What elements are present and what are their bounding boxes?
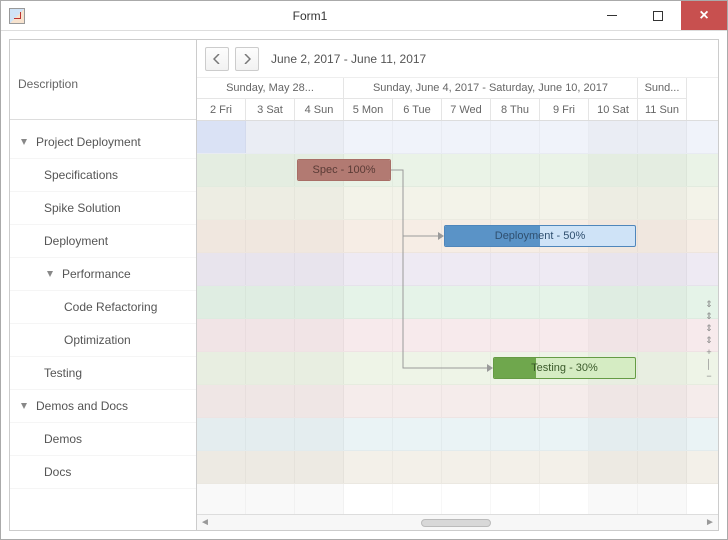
- tree-row[interactable]: Docs: [10, 456, 196, 489]
- expander-icon[interactable]: [44, 268, 56, 280]
- header-group: Sunday, May 28...: [197, 78, 344, 99]
- tree-row[interactable]: Demos and Docs: [10, 390, 196, 423]
- header-day: 6 Tue: [393, 99, 442, 120]
- gantt-task[interactable]: Deployment - 50%: [444, 225, 636, 247]
- header-group: Sunday, June 4, 2017 - Saturday, June 10…: [344, 78, 638, 99]
- tree-row[interactable]: Demos: [10, 423, 196, 456]
- grid-row: [197, 385, 718, 418]
- description-panel: Description Project Deployment Specificat…: [9, 39, 197, 531]
- gantt-panel: June 2, 2017 - June 11, 2017 Sunday, May…: [196, 39, 719, 531]
- tree-label: Demos and Docs: [36, 399, 128, 413]
- expander-icon[interactable]: [18, 136, 30, 148]
- header-day: 4 Sun: [295, 99, 344, 120]
- header-day: 7 Wed: [442, 99, 491, 120]
- zoom-control[interactable]: ⇕ ⇕ ⇕ ⇕ + │ −: [702, 300, 716, 381]
- header-day: 8 Thu: [491, 99, 540, 120]
- task-label: Deployment - 50%: [445, 230, 635, 242]
- tree-row[interactable]: Project Deployment: [10, 126, 196, 159]
- maximize-button[interactable]: [635, 1, 681, 30]
- task-tree: Project Deployment Specifications Spike So…: [10, 120, 196, 530]
- window-controls: ×: [589, 1, 727, 30]
- expander-icon[interactable]: [18, 400, 30, 412]
- header-day: 11 Sun: [638, 99, 687, 120]
- header-group: Sund...: [638, 78, 687, 99]
- description-header: Description: [10, 40, 196, 120]
- tree-row[interactable]: Performance: [10, 258, 196, 291]
- horizontal-scrollbar[interactable]: ◄ ►: [197, 514, 718, 530]
- gantt-nav: June 2, 2017 - June 11, 2017: [197, 40, 718, 78]
- header-day: 9 Fri: [540, 99, 589, 120]
- tree-label: Spike Solution: [44, 201, 121, 215]
- close-button[interactable]: ×: [681, 1, 727, 30]
- chevron-left-icon: [213, 54, 221, 64]
- window: Form1 × Description Project Deployment Sp…: [0, 0, 728, 540]
- window-title: Form1: [31, 9, 589, 23]
- date-range: June 2, 2017 - June 11, 2017: [271, 52, 426, 66]
- gantt-task[interactable]: Spec - 100%: [297, 159, 391, 181]
- chevron-right-icon: [243, 54, 251, 64]
- zoom-tick-icon: ⇕: [705, 336, 713, 345]
- gantt-grid[interactable]: Spec - 100% Deployment - 50% Testing - 30%: [197, 121, 718, 514]
- header-day: 5 Mon: [344, 99, 393, 120]
- header-day: 10 Sat: [589, 99, 638, 120]
- zoom-out-icon[interactable]: −: [706, 372, 711, 381]
- scroll-left-icon[interactable]: ◄: [197, 517, 213, 528]
- zoom-tick-icon: ⇕: [705, 312, 713, 321]
- tree-label: Deployment: [44, 234, 108, 248]
- grid-row: [197, 121, 718, 154]
- scroll-right-icon[interactable]: ►: [702, 517, 718, 528]
- gantt-task[interactable]: Testing - 30%: [493, 357, 636, 379]
- grid-row: [197, 418, 718, 451]
- grid-row: [197, 319, 718, 352]
- tree-row[interactable]: Code Refactoring: [10, 291, 196, 324]
- tree-label: Testing: [44, 366, 82, 380]
- tree-label: Performance: [62, 267, 131, 281]
- zoom-in-icon[interactable]: +: [706, 348, 711, 357]
- grid-row: [197, 253, 718, 286]
- column-headers: Sunday, May 28...Sunday, June 4, 2017 - …: [197, 78, 718, 121]
- app-icon: [9, 8, 25, 24]
- tree-row[interactable]: Spike Solution: [10, 192, 196, 225]
- header-day: 3 Sat: [246, 99, 295, 120]
- task-label: Spec - 100%: [298, 164, 390, 176]
- grid-row: [197, 187, 718, 220]
- titlebar: Form1 ×: [1, 1, 727, 31]
- zoom-slider[interactable]: │: [706, 360, 712, 369]
- zoom-tick-icon: ⇕: [705, 300, 713, 309]
- grid-row: [197, 154, 718, 187]
- minimize-button[interactable]: [589, 1, 635, 30]
- grid-row: [197, 352, 718, 385]
- grid-row: [197, 451, 718, 484]
- grid-row: [197, 286, 718, 319]
- tree-label: Specifications: [44, 168, 118, 182]
- task-label: Testing - 30%: [494, 362, 635, 374]
- tree-row[interactable]: Optimization: [10, 324, 196, 357]
- scrollbar-thumb[interactable]: [421, 519, 491, 527]
- arrowhead-icon: [487, 364, 493, 372]
- grid-row: [197, 484, 718, 514]
- tree-row[interactable]: Deployment: [10, 225, 196, 258]
- tree-label: Docs: [44, 465, 71, 479]
- next-button[interactable]: [235, 47, 259, 71]
- tree-label: Optimization: [64, 333, 131, 347]
- tree-label: Code Refactoring: [64, 300, 157, 314]
- tree-label: Demos: [44, 432, 82, 446]
- content: Description Project Deployment Specificat…: [1, 31, 727, 539]
- tree-label: Project Deployment: [36, 135, 141, 149]
- header-day: 2 Fri: [197, 99, 246, 120]
- tree-row[interactable]: Specifications: [10, 159, 196, 192]
- tree-row[interactable]: Testing: [10, 357, 196, 390]
- arrowhead-icon: [438, 232, 444, 240]
- prev-button[interactable]: [205, 47, 229, 71]
- zoom-tick-icon: ⇕: [705, 324, 713, 333]
